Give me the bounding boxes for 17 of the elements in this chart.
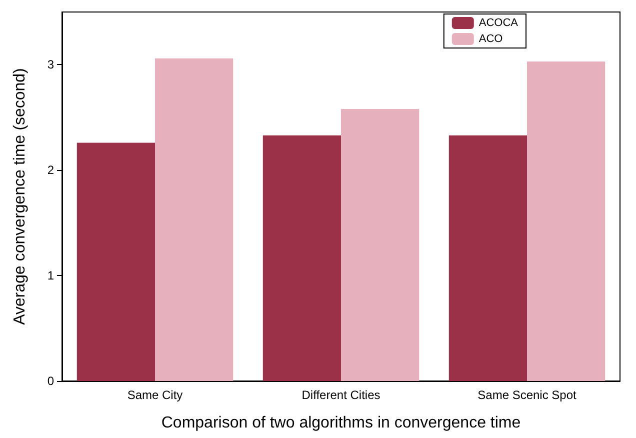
x-tick-label: Same Scenic Spot	[478, 388, 578, 402]
legend-label: ACO	[478, 33, 504, 45]
legend-label: ACOCA	[478, 17, 519, 29]
x-axis-title: Comparison of two algorithms in convergence time	[161, 414, 521, 432]
x-tick-label: Same City	[127, 388, 183, 402]
bar	[341, 108, 420, 381]
y-axis-title: Average convergence time (second)	[12, 68, 28, 325]
bar	[76, 142, 155, 381]
x-tick-label: Different Cities	[302, 388, 380, 402]
y-tick-label: 1	[47, 268, 54, 283]
bar	[527, 62, 606, 381]
y-tick-label: 3	[47, 58, 54, 72]
bar	[155, 58, 234, 381]
bar	[262, 135, 341, 381]
y-tick-label: 2	[47, 163, 54, 178]
y-tick-label: 0	[47, 374, 54, 388]
bar	[448, 135, 527, 381]
